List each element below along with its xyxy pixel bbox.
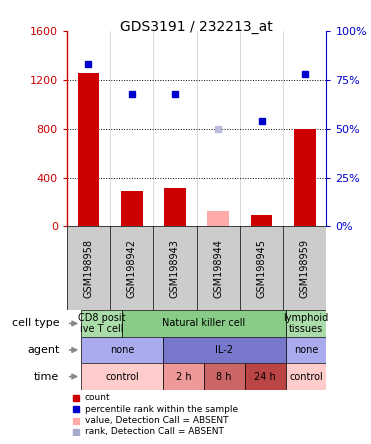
Text: none: none xyxy=(110,345,134,355)
Text: GSM198958: GSM198958 xyxy=(83,239,93,298)
Text: Natural killer cell: Natural killer cell xyxy=(162,318,245,329)
Bar xyxy=(245,363,286,390)
Bar xyxy=(121,191,142,226)
Text: rank, Detection Call = ABSENT: rank, Detection Call = ABSENT xyxy=(85,428,224,436)
Text: IL-2: IL-2 xyxy=(215,345,233,355)
Text: 24 h: 24 h xyxy=(254,372,276,381)
Text: none: none xyxy=(294,345,318,355)
Text: GDS3191 / 232213_at: GDS3191 / 232213_at xyxy=(120,20,273,34)
Bar xyxy=(81,337,163,363)
Text: GSM198943: GSM198943 xyxy=(170,239,180,298)
Bar xyxy=(294,129,316,226)
Text: CD8 posit
ive T cell: CD8 posit ive T cell xyxy=(78,313,125,334)
Bar xyxy=(78,73,99,226)
Text: control: control xyxy=(105,372,139,381)
Text: agent: agent xyxy=(27,345,59,355)
Bar xyxy=(164,188,186,226)
Text: control: control xyxy=(289,372,323,381)
Text: count: count xyxy=(85,393,111,402)
Bar xyxy=(207,210,229,226)
Text: GSM198959: GSM198959 xyxy=(300,239,310,298)
Bar xyxy=(286,310,326,337)
Bar xyxy=(163,363,204,390)
Text: time: time xyxy=(34,372,59,381)
Text: 8 h: 8 h xyxy=(217,372,232,381)
Bar xyxy=(286,363,326,390)
Text: GSM198942: GSM198942 xyxy=(127,239,137,298)
Bar xyxy=(204,363,245,390)
Text: cell type: cell type xyxy=(12,318,59,329)
Text: lymphoid
tissues: lymphoid tissues xyxy=(283,313,329,334)
Bar xyxy=(122,310,286,337)
Text: percentile rank within the sample: percentile rank within the sample xyxy=(85,405,238,414)
Text: GSM198944: GSM198944 xyxy=(213,239,223,298)
Bar xyxy=(163,337,286,363)
Text: GSM198945: GSM198945 xyxy=(257,239,266,298)
Text: 2 h: 2 h xyxy=(175,372,191,381)
Bar xyxy=(81,363,163,390)
Bar xyxy=(286,337,326,363)
Bar xyxy=(81,310,122,337)
Bar xyxy=(251,215,272,226)
Text: value, Detection Call = ABSENT: value, Detection Call = ABSENT xyxy=(85,416,229,425)
